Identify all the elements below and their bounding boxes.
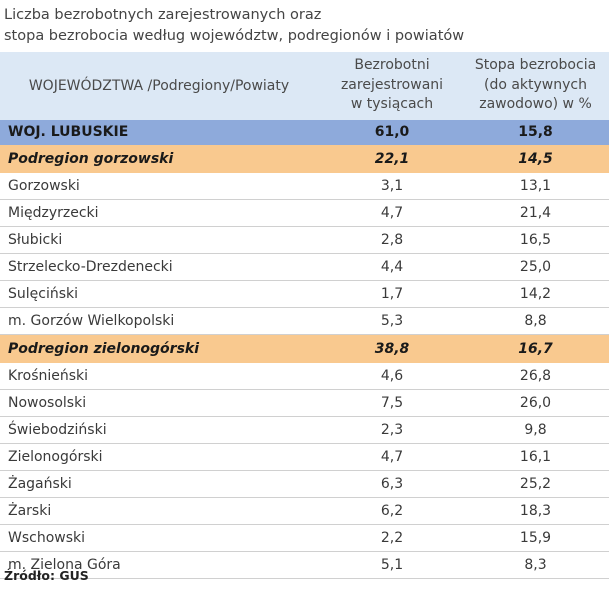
row-name: Zielonogórski <box>8 449 103 465</box>
row-unemployed: 5,3 <box>380 313 404 329</box>
title-line-2: stopa bezrobocia według województw, podr… <box>4 28 465 44</box>
row-rate: 8,3 <box>524 557 547 573</box>
row-unemployed: 4,7 <box>380 205 404 221</box>
row-unemployed: 5,1 <box>380 557 404 573</box>
voivodeship-row: WOJ. LUBUSKIE 61,0 15,8 <box>0 120 609 145</box>
header-rate-column: Stopa bezrobocia (do aktywnych zawodowo)… <box>462 56 609 115</box>
table-row: Słubicki 2,8 16,5 <box>0 227 609 254</box>
header-rate-line: (do aktywnych <box>483 76 587 93</box>
row-name: Podregion gorzowski <box>8 151 174 167</box>
row-rate: 21,4 <box>519 205 552 221</box>
header-rate-line: zawodowo) w % <box>479 96 592 112</box>
row-rate: 13,1 <box>519 178 552 194</box>
header-rate-line: Stopa bezrobocia <box>474 57 597 73</box>
table-row: Gorzowski 3,1 13,1 <box>0 173 609 200</box>
table-row: Żagański 6,3 25,2 <box>0 471 609 498</box>
row-rate: 25,0 <box>519 259 552 275</box>
header-region-column: WOJEWÓDZTWA /Podregiony/Powiaty <box>28 78 290 94</box>
row-unemployed: 4,7 <box>380 449 404 465</box>
row-name: Żarski <box>8 503 52 519</box>
row-unemployed: 4,6 <box>380 368 404 384</box>
row-rate: 18,3 <box>519 503 552 519</box>
row-unemployed: 1,7 <box>380 286 404 302</box>
table-row: Świebodziński 2,3 9,8 <box>0 417 609 444</box>
row-unemployed: 3,1 <box>380 178 404 194</box>
row-unemployed: 22,1 <box>374 151 410 167</box>
row-rate: 15,9 <box>519 530 552 546</box>
table-row: Zielonogórski 4,7 16,1 <box>0 444 609 471</box>
row-name: m. Gorzów Wielkopolski <box>8 313 175 329</box>
row-name: Nowosolski <box>8 395 87 411</box>
row-rate: 26,8 <box>519 368 552 384</box>
table-row: Międzyrzecki 4,7 21,4 <box>0 200 609 227</box>
title-line-1: Liczba bezrobotnych zarejestrowanych ora… <box>4 7 322 23</box>
row-unemployed: 6,2 <box>380 503 404 519</box>
header-unemployed-column: Bezrobotni zarejestrowani w tysiącach <box>322 56 462 115</box>
row-unemployed: 2,3 <box>380 422 404 438</box>
row-rate: 14,2 <box>519 286 552 302</box>
row-unemployed: 7,5 <box>380 395 404 411</box>
table-row: Wschowski 2,2 15,9 <box>0 525 609 552</box>
row-unemployed: 6,3 <box>380 476 404 492</box>
header-unemployed-line: zarejestrowani <box>340 76 444 93</box>
row-name: Podregion zielonogórski <box>8 341 200 357</box>
row-rate: 16,1 <box>519 449 552 465</box>
row-name: Wschowski <box>8 530 86 546</box>
subregion-row: Podregion gorzowski 22,1 14,5 <box>0 145 609 173</box>
row-rate: 9,8 <box>524 422 547 438</box>
row-rate: 16,5 <box>519 232 552 248</box>
row-unemployed: 4,4 <box>380 259 404 275</box>
row-rate: 25,2 <box>519 476 552 492</box>
row-rate: 15,8 <box>518 124 553 140</box>
table-row: Krośnieński 4,6 26,8 <box>0 363 609 390</box>
document-title: Liczba bezrobotnych zarejestrowanych ora… <box>4 5 464 47</box>
table-body: WOJ. LUBUSKIE 61,0 15,8 Podregion gorzowski… <box>0 120 609 579</box>
source-note: Źródło: GUS <box>4 568 89 583</box>
table-row: m. Zielona Góra 5,1 8,3 <box>0 552 609 579</box>
row-name: Świebodziński <box>8 422 107 438</box>
row-name: WOJ. LUBUSKIE <box>8 124 129 140</box>
row-name: Strzelecko-Drezdenecki <box>8 259 173 275</box>
row-name: m. Zielona Góra <box>8 557 121 573</box>
table-row: Sulęciński 1,7 14,2 <box>0 281 609 308</box>
table-header: WOJEWÓDZTWA /Podregiony/Powiaty Bezrobot… <box>0 52 609 120</box>
row-rate: 16,7 <box>518 341 553 357</box>
row-unemployed: 38,8 <box>374 341 410 357</box>
table-row: Nowosolski 7,5 26,0 <box>0 390 609 417</box>
table-row: Żarski 6,2 18,3 <box>0 498 609 525</box>
row-unemployed: 2,8 <box>380 232 404 248</box>
unemployment-table: WOJEWÓDZTWA /Podregiony/Powiaty Bezrobot… <box>0 52 609 579</box>
row-name: Międzyrzecki <box>8 205 99 221</box>
row-name: Słubicki <box>8 232 63 248</box>
row-name: Sulęciński <box>8 286 79 302</box>
row-unemployed: 2,2 <box>380 530 404 546</box>
table-row: Strzelecko-Drezdenecki 4,4 25,0 <box>0 254 609 281</box>
row-unemployed: 61,0 <box>374 124 410 140</box>
row-name: Żagański <box>8 476 72 492</box>
row-name: Gorzowski <box>8 178 80 194</box>
table-row: m. Gorzów Wielkopolski 5,3 8,8 <box>0 308 609 335</box>
row-rate: 14,5 <box>518 151 553 167</box>
header-unemployed-line: w tysiącach <box>350 96 434 112</box>
header-unemployed-line: Bezrobotni <box>354 57 430 73</box>
row-rate: 8,8 <box>524 313 547 329</box>
row-name: Krośnieński <box>8 368 89 384</box>
subregion-row: Podregion zielonogórski 38,8 16,7 <box>0 335 609 363</box>
row-rate: 26,0 <box>519 395 552 411</box>
